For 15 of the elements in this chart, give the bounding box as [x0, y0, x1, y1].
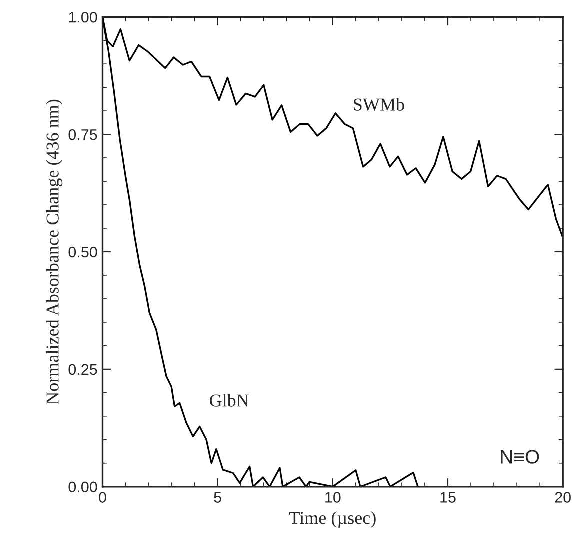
annotation: SWMb	[354, 98, 404, 111]
x-tick-label: 0	[99, 492, 106, 503]
x-tick-label: 5	[214, 492, 222, 503]
x-tick-label: 15	[440, 492, 456, 503]
y-tick-label: 0.00	[68, 482, 98, 493]
y-axis-title: Normalized Absorbance Change (436 nm)	[46, 100, 63, 404]
y-tick-label: 0.50	[68, 246, 98, 258]
x-axis-title: Time (µsec)	[290, 512, 376, 528]
x-tick-label: 10	[326, 492, 341, 503]
annotation: GlbN	[210, 394, 249, 407]
y-tick-label: 0.75	[68, 129, 98, 140]
x-tick-label: 20	[555, 492, 571, 503]
annotation: N≡O	[501, 450, 540, 464]
y-tick-label: 1.00	[69, 12, 98, 23]
y-tick-label: 0.25	[68, 364, 98, 376]
